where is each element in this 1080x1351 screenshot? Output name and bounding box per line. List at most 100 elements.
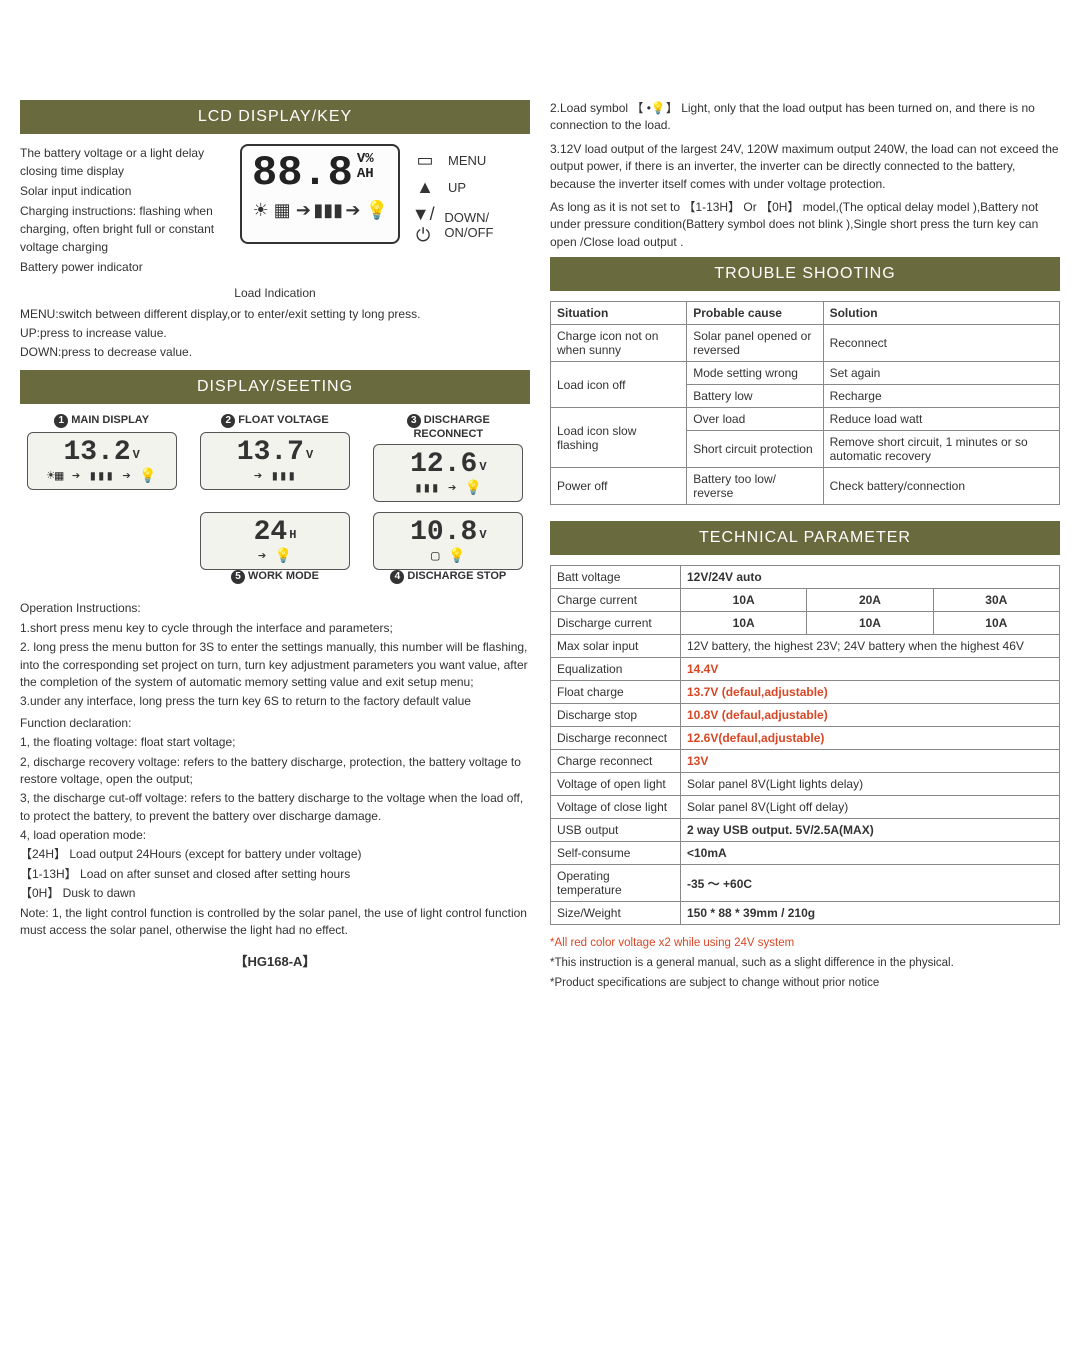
- lcd-digit-value: 88.8: [252, 152, 353, 194]
- tech-label-cell: Equalization: [551, 658, 681, 681]
- tech-value-cell: 13V: [681, 750, 1060, 773]
- panel-value: 13.2: [63, 437, 130, 468]
- lcd-digits: 88.8 V% AH: [252, 152, 388, 194]
- tech-value-cell: -35 ～ +60C: [681, 865, 1060, 902]
- mini-lcd: 24H ➔ 💡: [200, 512, 350, 570]
- mini-lcd: 13.2V ☀▦ ➔ ▮▮▮ ➔ 💡: [27, 432, 177, 490]
- panel-number-icon: 1: [54, 414, 68, 428]
- table-row: Equalization14.4V: [551, 658, 1060, 681]
- up-instr: UP:press to increase value.: [20, 325, 530, 342]
- battery-icon: ▮▮▮: [316, 198, 340, 222]
- arrow-icon: ➔: [344, 198, 361, 222]
- panel-value: 13.7: [237, 437, 304, 468]
- header-troubleshooting: TROUBLE SHOOTING: [550, 257, 1060, 291]
- table-row: Discharge current10A10A10A: [551, 612, 1060, 635]
- table-row: Max solar input12V battery, the highest …: [551, 635, 1060, 658]
- cause-cell: Short circuit protection: [687, 431, 823, 468]
- op-line: 3.under any interface, long press the tu…: [20, 693, 530, 710]
- table-row: USB output2 way USB output. 5V/2.5A(MAX): [551, 819, 1060, 842]
- func-line: 4, load operation mode:: [20, 827, 530, 844]
- pre-text: 2.Load symbol 【 •💡】 Light, only that the…: [550, 100, 1060, 135]
- header-display-setting: DISPLAY/SEETING: [20, 370, 530, 404]
- panel-value: 12.6: [410, 449, 477, 480]
- left-column: LCD DISPLAY/KEY The battery voltage or a…: [20, 100, 530, 1331]
- table-row: Charge reconnect13V: [551, 750, 1060, 773]
- lcd-label-solar: Solar input indication: [20, 182, 230, 200]
- tech-label-cell: Operating temperature: [551, 865, 681, 902]
- mini-lcd: 10.8V ▢ 💡: [373, 512, 523, 570]
- down-instr: DOWN:press to decrease value.: [20, 344, 530, 361]
- header-lcd-display-key: LCD DISPLAY/KEY: [20, 100, 530, 134]
- solution-cell: Set again: [823, 362, 1059, 385]
- sun-icon: ☀: [252, 198, 269, 222]
- lcd-display-box: 88.8 V% AH ☀ ▦ ➔ ▮▮▮ ➔ 💡: [240, 144, 400, 244]
- solution-cell: Check battery/connection: [823, 468, 1059, 505]
- lcd-section: The battery voltage or a light delay clo…: [20, 144, 530, 278]
- cause-cell: Battery low: [687, 385, 823, 408]
- tech-value-cell: 10A: [933, 612, 1059, 635]
- lcd-label-voltage: The battery voltage or a light delay clo…: [20, 144, 230, 180]
- display-grid: 1MAIN DISPLAY 13.2V ☀▦ ➔ ▮▮▮ ➔ 💡 2FLOAT …: [20, 414, 530, 588]
- cause-cell: Battery too low/ reverse: [687, 468, 823, 505]
- up-icon[interactable]: ▲: [410, 177, 440, 198]
- tech-value-cell: 10A: [807, 612, 933, 635]
- footnote-line: *Product specifications are subject to c…: [550, 975, 1060, 991]
- mini-lcd: 12.6V ▮▮▮ ➔ 💡: [373, 444, 523, 502]
- tech-label-cell: Voltage of open light: [551, 773, 681, 796]
- table-row: Discharge reconnect12.6V(defaul,adjustab…: [551, 727, 1060, 750]
- table-row: Size/Weight150 * 88 * 39mm / 210g: [551, 902, 1060, 925]
- footnote-line: *This instruction is a general manual, s…: [550, 955, 1060, 971]
- tech-label-cell: Charge reconnect: [551, 750, 681, 773]
- menu-icon[interactable]: ▭: [410, 150, 440, 171]
- trouble-header-cell: Probable cause: [687, 302, 823, 325]
- tech-value-cell: 2 way USB output. 5V/2.5A(MAX): [681, 819, 1060, 842]
- table-row: Self-consume<10mA: [551, 842, 1060, 865]
- tech-value-cell: 10A: [681, 612, 807, 635]
- tech-table: Batt voltage12V/24V autoCharge current10…: [550, 565, 1060, 925]
- cause-cell: Over load: [687, 408, 823, 431]
- down-onoff-icon[interactable]: ▼/⏻: [410, 204, 436, 246]
- panel-unit: V: [479, 460, 486, 474]
- tech-value-cell: Solar panel 8V(Light lights delay): [681, 773, 1060, 796]
- table-row: Power offBattery too low/ reverseCheck b…: [551, 468, 1060, 505]
- func-line: 【24H】 Load output 24Hours (except for ba…: [20, 846, 530, 863]
- model-tag: 【HG168-A】: [20, 951, 530, 970]
- tech-label-cell: Discharge reconnect: [551, 727, 681, 750]
- pre-text: As long as it is not set to 【1-13H】 Or 【…: [550, 199, 1060, 251]
- tech-value-cell: 12V/24V auto: [681, 566, 1060, 589]
- panel-icons: ▢ 💡: [431, 548, 465, 565]
- table-row: Batt voltage12V/24V auto: [551, 566, 1060, 589]
- footnotes: *All red color voltage x2 while using 24…: [550, 935, 1060, 991]
- lcd-label-battery: Battery power indicator: [20, 258, 230, 276]
- down-label: DOWN/ ON/OFF: [444, 210, 530, 240]
- tech-value-cell: 30A: [933, 589, 1059, 612]
- situation-cell: Charge icon not on when sunny: [551, 325, 687, 362]
- solution-cell: Remove short circuit, 1 minutes or so au…: [823, 431, 1059, 468]
- situation-cell: Load icon off: [551, 362, 687, 408]
- panel-icons: ▮▮▮ ➔ 💡: [414, 480, 482, 497]
- table-row: Operating temperature-35 ～ +60C: [551, 865, 1060, 902]
- cause-cell: Solar panel opened or reversed: [687, 325, 823, 362]
- func-line: 3, the discharge cut-off voltage: refers…: [20, 790, 530, 825]
- display-panel: 1MAIN DISPLAY 13.2V ☀▦ ➔ ▮▮▮ ➔ 💡: [27, 414, 177, 502]
- table-row: Float charge13.7V (defaul,adjustable): [551, 681, 1060, 704]
- cause-cell: Mode setting wrong: [687, 362, 823, 385]
- panel-icon: ▦: [273, 198, 290, 222]
- trouble-table: SituationProbable causeSolutionCharge ic…: [550, 301, 1060, 505]
- tech-value-cell: 10A: [681, 589, 807, 612]
- lcd-unit-v-percent: V%: [357, 152, 374, 167]
- panel-unit: V: [306, 448, 313, 462]
- panel-number-icon: 4: [390, 570, 404, 584]
- tech-value-cell: 12V battery, the highest 23V; 24V batter…: [681, 635, 1060, 658]
- panel-unit: V: [133, 448, 140, 462]
- lcd-label-charging: Charging instructions: flashing when cha…: [20, 202, 230, 256]
- panel-title: 2FLOAT VOLTAGE: [200, 414, 350, 428]
- func-heading: Function declaration:: [20, 715, 530, 732]
- display-panel: 2FLOAT VOLTAGE 13.7V ➔ ▮▮▮: [200, 414, 350, 502]
- tech-label-cell: Discharge stop: [551, 704, 681, 727]
- header-technical-parameter: TECHNICAL PARAMETER: [550, 521, 1060, 555]
- tech-label-cell: Batt voltage: [551, 566, 681, 589]
- tech-value-cell: 10.8V (defaul,adjustable): [681, 704, 1060, 727]
- tech-label-cell: Float charge: [551, 681, 681, 704]
- operation-instructions: Operation Instructions: 1.short press me…: [20, 600, 530, 939]
